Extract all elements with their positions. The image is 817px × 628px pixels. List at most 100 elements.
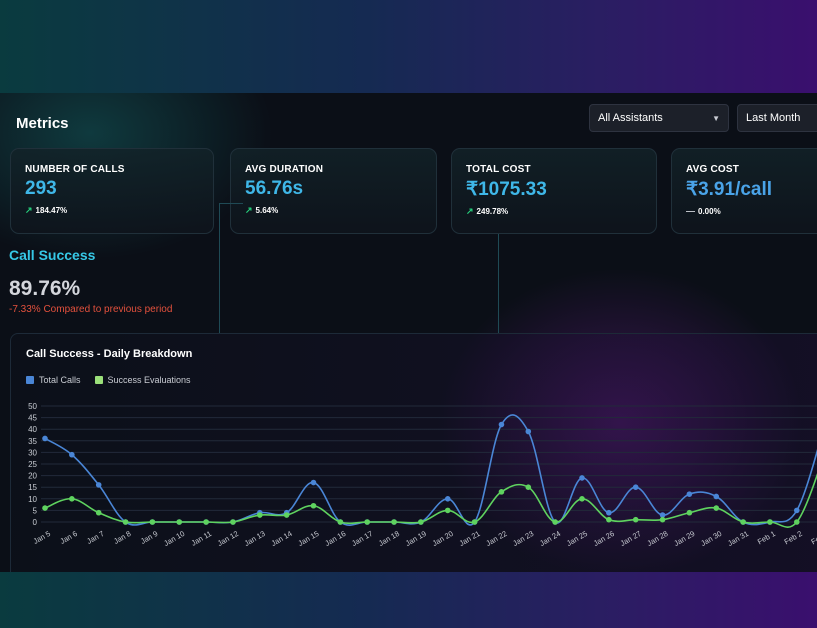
legend-label: Success Evaluations — [107, 375, 191, 385]
total-calls-point — [659, 512, 666, 518]
card-avg-duration: AVG DURATION 56.76s ↗ 5.64% — [230, 148, 437, 234]
success-evaluations-point — [337, 519, 344, 525]
x-tick-label: Jan 21 — [458, 529, 482, 548]
y-tick-label: 15 — [28, 483, 37, 492]
legend-item-success-evaluations[interactable]: Success Evaluations — [94, 375, 191, 385]
connector-line — [219, 203, 220, 333]
chevron-down-icon: ▼ — [712, 113, 720, 123]
x-tick-label: Jan 20 — [431, 529, 455, 548]
assistant-select[interactable]: All Assistants ▼ — [589, 104, 729, 132]
total-calls-point — [579, 475, 585, 481]
trend-flat-icon: — — [686, 206, 695, 216]
chart-title: Call Success - Daily Breakdown — [26, 348, 193, 360]
chart-legend: Total Calls Success Evaluations — [26, 375, 191, 385]
total-calls-point — [95, 482, 102, 488]
legend-item-total-calls[interactable]: Total Calls — [26, 375, 81, 385]
x-tick-label: Jan 22 — [484, 529, 508, 548]
connector-line — [219, 203, 243, 204]
assistant-select-value: All Assistants — [598, 112, 663, 124]
card-change-value: 249.78% — [476, 207, 509, 216]
success-evaluations-point — [391, 519, 397, 525]
x-tick-label: Jan 29 — [672, 529, 696, 548]
card-change-value: 5.64% — [255, 206, 279, 215]
card-label: TOTAL COST — [466, 164, 531, 175]
success-evaluations-point — [606, 516, 612, 523]
y-tick-label: 25 — [28, 460, 37, 469]
period-select[interactable]: Last Month — [737, 104, 817, 132]
x-tick-label: Jan 8 — [112, 529, 132, 546]
x-tick-label: Jan 30 — [699, 529, 723, 548]
x-tick-label: Feb 2 — [783, 529, 804, 546]
card-change: ↗ 249.78% — [466, 206, 642, 217]
total-calls-point — [713, 493, 720, 500]
success-evaluations-point — [525, 484, 532, 490]
x-tick-label: Jan 23 — [511, 529, 535, 548]
success-evaluations-point — [310, 502, 317, 509]
success-evaluations-point — [659, 516, 666, 523]
total-calls-point — [525, 428, 532, 435]
trend-up-icon: ↗ — [466, 206, 474, 216]
legend-swatch — [26, 376, 34, 384]
total-calls-point — [444, 496, 451, 502]
y-tick-label: 30 — [28, 448, 37, 457]
x-tick-label: Jan 11 — [190, 529, 214, 548]
success-evaluations-point — [444, 507, 451, 514]
y-tick-label: 35 — [28, 437, 37, 446]
success-evaluations-point — [69, 496, 75, 502]
success-evaluations-point — [471, 519, 478, 525]
call-success-value: 89.76% — [9, 277, 81, 300]
card-change-value: 0.00% — [698, 206, 721, 216]
legend-label: Total Calls — [39, 375, 81, 385]
x-tick-label: Jan 13 — [243, 529, 267, 548]
card-value: 293 — [25, 178, 57, 199]
x-tick-label: Feb 3 — [810, 529, 817, 546]
trend-up-icon: ↗ — [25, 205, 33, 215]
x-tick-label: Jan 12 — [216, 529, 240, 548]
success-evaluations-point — [203, 519, 209, 525]
success-evaluations-point — [498, 489, 505, 495]
y-tick-label: 40 — [28, 425, 37, 434]
line-chart: 0 5 10 15 20 25 30 35 40 45 50 Jan 5 Jan 6 Jan 7 Jan 8… — [28, 402, 817, 548]
x-tick-label: Jan 16 — [323, 529, 347, 548]
x-tick-label: Jan 9 — [139, 529, 159, 546]
page-title: Metrics — [16, 115, 69, 132]
y-tick-label: 0 — [33, 518, 38, 527]
success-evaluations-point — [794, 519, 800, 525]
success-evaluations-point — [713, 505, 720, 511]
legend-swatch — [94, 376, 103, 384]
success-evaluations-point — [230, 519, 236, 525]
card-change: — 0.00% — [686, 206, 817, 216]
total-calls-point — [794, 507, 800, 514]
x-tick-label: Jan 14 — [270, 529, 294, 548]
trend-up-icon: ↗ — [245, 205, 253, 215]
x-tick-label: Jan 26 — [592, 529, 616, 548]
success-evaluations-point — [767, 519, 773, 525]
x-tick-label: Jan 28 — [646, 529, 670, 548]
card-number-of-calls: NUMBER OF CALLS 293 ↗ 184.47% — [10, 148, 214, 234]
total-calls-point — [632, 484, 639, 490]
success-evaluations-point — [257, 512, 263, 518]
success-evaluations-point — [552, 519, 558, 525]
card-value: ₹1075.33 — [466, 179, 547, 200]
metrics-dashboard: Metrics All Assistants ▼ Last Month NUMB… — [0, 93, 817, 572]
x-tick-label: Jan 7 — [85, 529, 105, 546]
x-tick-label: Jan 31 — [726, 529, 750, 548]
x-tick-label: Jan 25 — [565, 529, 589, 548]
call-success-comparison: -7.33% Compared to previous period — [9, 304, 173, 315]
x-tick-label: Jan 27 — [619, 529, 643, 548]
card-change: ↗ 5.64% — [245, 205, 422, 216]
success-evaluations-point — [686, 509, 693, 516]
total-calls-point — [69, 451, 75, 458]
card-label: NUMBER OF CALLS — [25, 164, 125, 175]
x-tick-label: Feb 1 — [756, 529, 777, 546]
total-calls-line — [44, 414, 817, 526]
success-evaluations-point — [149, 519, 156, 525]
call-success-title: Call Success — [9, 247, 96, 263]
y-tick-label: 50 — [28, 402, 37, 411]
x-tick-label: Jan 10 — [162, 529, 186, 548]
x-tick-label: Jan 15 — [296, 529, 320, 548]
card-change: ↗ 184.47% — [25, 205, 199, 216]
total-calls-point — [686, 491, 693, 497]
success-evaluations-point — [579, 496, 585, 502]
card-avg-cost: AVG COST ₹3.91/call — 0.00% — [671, 148, 817, 234]
